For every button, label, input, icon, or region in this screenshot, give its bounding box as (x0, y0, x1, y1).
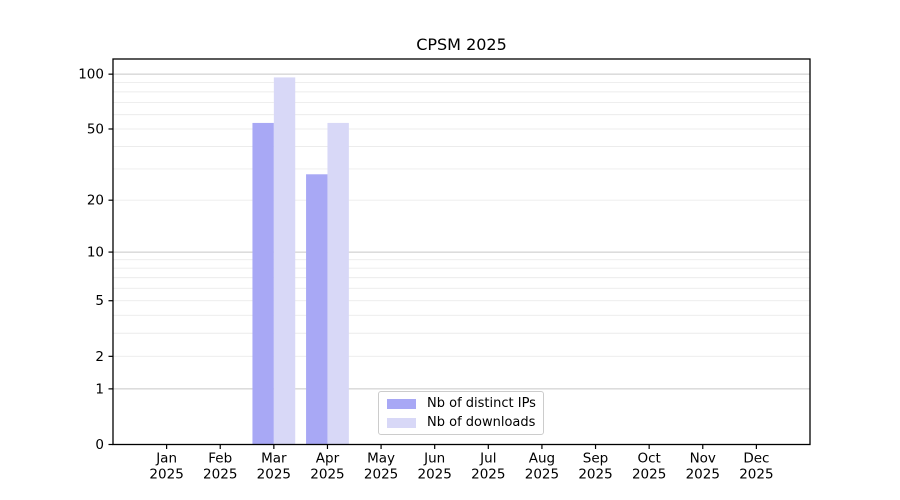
bar-apr-nb-of-distinct-ips (306, 174, 328, 445)
x-tick-label-month-dec: Dec (743, 451, 769, 467)
x-tick-label-month-jun: Jun (423, 451, 445, 467)
legend-entry-downloads: Nb of downloads (387, 415, 535, 430)
y-tick-label-10: 10 (87, 245, 104, 261)
x-tick-label-year-may: 2025 (364, 467, 398, 483)
legend-label-distinct-ips: Nb of distinct IPs (427, 396, 536, 411)
x-tick-label-month-mar: Mar (261, 451, 287, 467)
x-tick-label-month-sep: Sep (583, 451, 608, 467)
x-tick-label-year-mar: 2025 (257, 467, 291, 483)
legend-label-downloads: Nb of downloads (427, 415, 536, 430)
x-tick-label-year-feb: 2025 (203, 467, 237, 483)
x-tick-label-year-aug: 2025 (525, 467, 559, 483)
legend: Nb of distinct IPs Nb of downloads (378, 391, 544, 435)
x-tick-label-year-oct: 2025 (632, 467, 666, 483)
x-tick-label-month-oct: Oct (637, 451, 660, 467)
y-tick-label-0: 0 (95, 437, 104, 453)
x-tick-label-month-apr: Apr (316, 451, 340, 467)
y-tick-label-1: 1 (95, 381, 104, 397)
x-tick-label-year-sep: 2025 (578, 467, 612, 483)
chart-title: CPSM 2025 (416, 35, 507, 54)
y-tick-label-5: 5 (95, 293, 104, 309)
x-tick-label-month-jul: Jul (479, 451, 496, 467)
y-tick-label-20: 20 (87, 193, 104, 209)
x-tick-label-year-dec: 2025 (739, 467, 773, 483)
x-tick-label-year-apr: 2025 (310, 467, 344, 483)
legend-swatch-distinct-ips (387, 398, 416, 409)
x-tick-label-month-aug: Aug (529, 451, 555, 467)
x-tick-label-year-jun: 2025 (418, 467, 452, 483)
x-tick-label-month-nov: Nov (690, 451, 716, 467)
bar-mar-nb-of-downloads (273, 77, 296, 445)
y-tick-label-50: 50 (87, 121, 104, 137)
legend-swatch-downloads (387, 417, 416, 428)
x-tick-label-month-may: May (367, 451, 395, 467)
x-tick-label-year-nov: 2025 (686, 467, 720, 483)
x-tick-label-year-jan: 2025 (149, 467, 183, 483)
x-tick-label-month-feb: Feb (208, 451, 232, 467)
legend-entry-distinct-ips: Nb of distinct IPs (387, 396, 536, 411)
y-tick-label-2: 2 (95, 349, 104, 365)
y-tick-label-100: 100 (78, 67, 104, 83)
bar-apr-nb-of-downloads (327, 122, 349, 445)
x-tick-label-month-jan: Jan (155, 451, 177, 467)
x-tick-label-year-jul: 2025 (471, 467, 505, 483)
bar-mar-nb-of-distinct-ips (252, 122, 274, 445)
